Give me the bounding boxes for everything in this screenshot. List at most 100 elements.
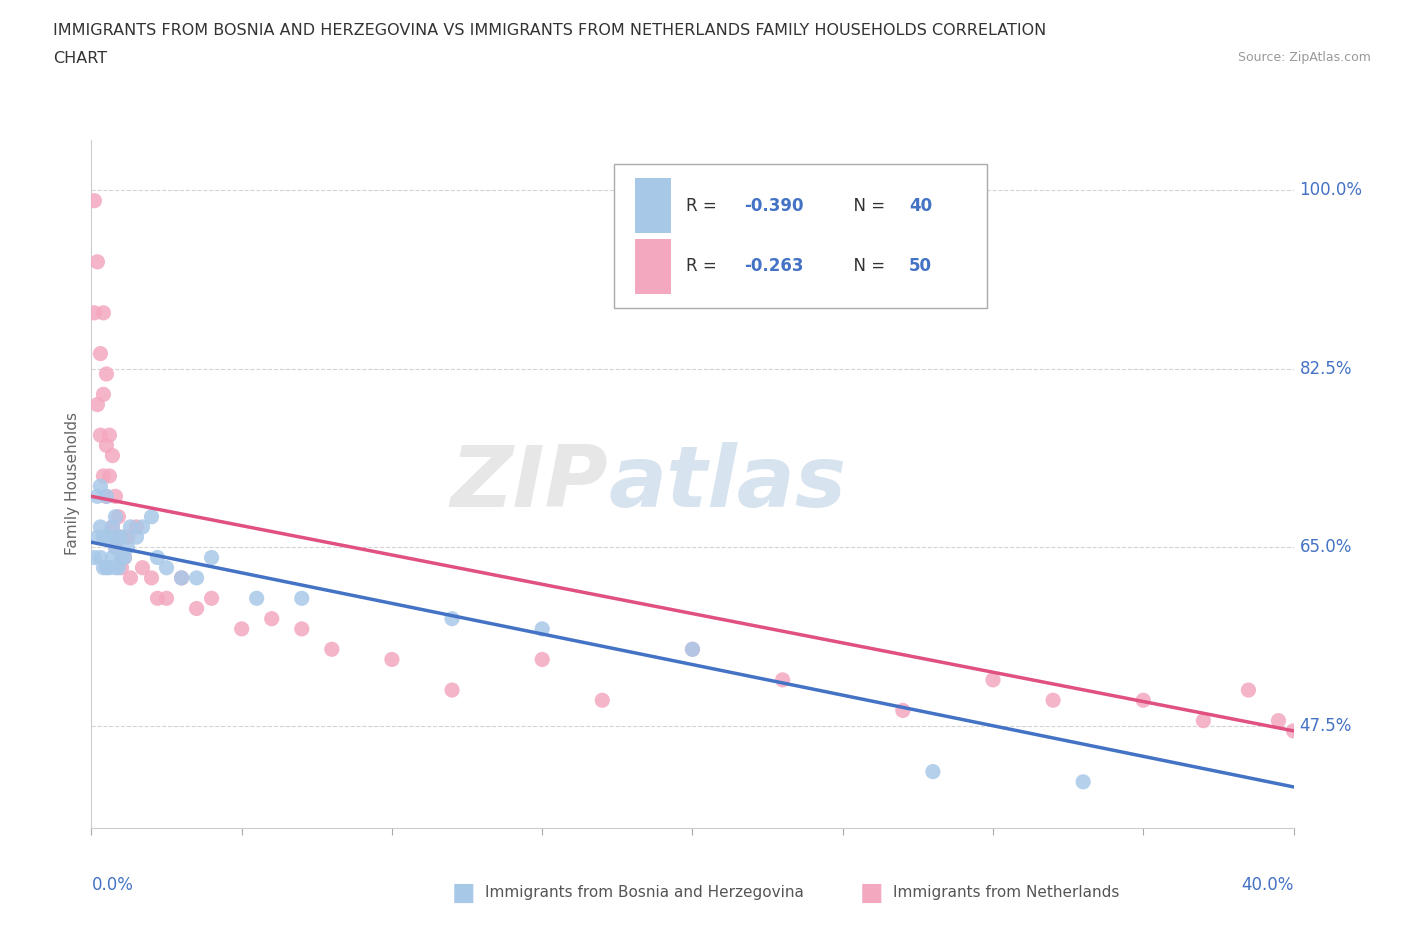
Text: ■: ■ (453, 881, 475, 905)
Point (440, 611, 463, 626)
Point (96, 530, 118, 545)
Point (89, 428, 111, 443)
Point (104, 560, 127, 575)
Point (93, 305, 115, 320)
Point (201, 550, 224, 565)
Text: atlas: atlas (609, 442, 846, 525)
Point (155, 591, 177, 605)
Point (104, 489, 127, 504)
Point (89, 479, 111, 494)
Point (531, 621, 554, 636)
Point (93, 469, 115, 484)
Point (170, 570, 193, 585)
Point (96, 489, 118, 504)
Point (186, 570, 208, 585)
Point (772, 672, 794, 687)
Point (110, 530, 132, 545)
Point (104, 510, 127, 525)
Point (186, 601, 208, 616)
Point (1267, 713, 1289, 728)
Point (89, 346, 111, 361)
Point (1282, 724, 1305, 738)
Text: -0.390: -0.390 (744, 196, 804, 215)
Point (98, 428, 121, 443)
Point (114, 550, 136, 565)
Text: R =: R = (686, 257, 723, 275)
Point (93, 560, 115, 575)
Point (83, 305, 105, 320)
Point (321, 642, 343, 657)
Point (125, 530, 148, 545)
FancyBboxPatch shape (614, 164, 987, 308)
Point (131, 560, 153, 575)
Y-axis label: Family Households: Family Households (65, 412, 80, 555)
Point (110, 550, 132, 565)
Point (681, 642, 703, 657)
Point (146, 550, 169, 565)
Point (101, 448, 124, 463)
Point (155, 560, 177, 575)
Text: ■: ■ (860, 881, 883, 905)
Text: -0.263: -0.263 (744, 257, 804, 275)
Point (86, 530, 108, 545)
Point (1071, 775, 1094, 790)
Point (260, 611, 283, 626)
Point (125, 520, 148, 535)
Point (246, 591, 269, 605)
Point (104, 540, 127, 555)
Point (981, 672, 1004, 687)
Point (89, 520, 111, 535)
Point (98, 560, 121, 575)
Point (681, 642, 703, 657)
Point (93, 530, 115, 545)
Text: IMMIGRANTS FROM BOSNIA AND HERZEGOVINA VS IMMIGRANTS FROM NETHERLANDS FAMILY HOU: IMMIGRANTS FROM BOSNIA AND HERZEGOVINA V… (53, 23, 1046, 38)
Point (101, 520, 124, 535)
Text: 47.5%: 47.5% (1299, 717, 1353, 735)
Point (146, 591, 169, 605)
Text: 50: 50 (908, 257, 932, 275)
Point (440, 683, 463, 698)
Point (110, 560, 132, 575)
Point (86, 255, 108, 270)
Point (117, 540, 139, 555)
Point (110, 530, 132, 545)
Point (104, 540, 127, 555)
Text: Immigrants from Netherlands: Immigrants from Netherlands (893, 885, 1119, 900)
Text: 40.0%: 40.0% (1241, 876, 1294, 894)
Text: 100.0%: 100.0% (1299, 181, 1362, 199)
Point (1042, 693, 1064, 708)
Point (101, 520, 124, 535)
Point (107, 560, 129, 575)
Point (141, 510, 163, 525)
Point (107, 510, 129, 525)
Point (591, 693, 613, 708)
Point (83, 193, 105, 208)
Point (1192, 713, 1215, 728)
Text: 40: 40 (908, 196, 932, 215)
Text: Source: ZipAtlas.com: Source: ZipAtlas.com (1237, 51, 1371, 64)
Point (381, 652, 404, 667)
Bar (634, 239, 671, 294)
Point (120, 520, 142, 535)
Point (170, 570, 193, 585)
Point (114, 550, 136, 565)
Point (107, 530, 129, 545)
Point (891, 703, 914, 718)
Point (131, 520, 153, 535)
Point (89, 550, 111, 565)
Point (96, 489, 118, 504)
Point (101, 550, 124, 565)
Bar (634, 178, 671, 233)
Point (531, 652, 554, 667)
Point (96, 560, 118, 575)
Point (98, 530, 121, 545)
Point (201, 591, 224, 605)
Point (96, 438, 118, 453)
Point (83, 550, 105, 565)
Text: N =: N = (842, 257, 890, 275)
Point (922, 764, 945, 779)
Point (120, 570, 142, 585)
Text: ZIP: ZIP (451, 442, 609, 525)
Point (86, 397, 108, 412)
Text: CHART: CHART (53, 51, 107, 66)
